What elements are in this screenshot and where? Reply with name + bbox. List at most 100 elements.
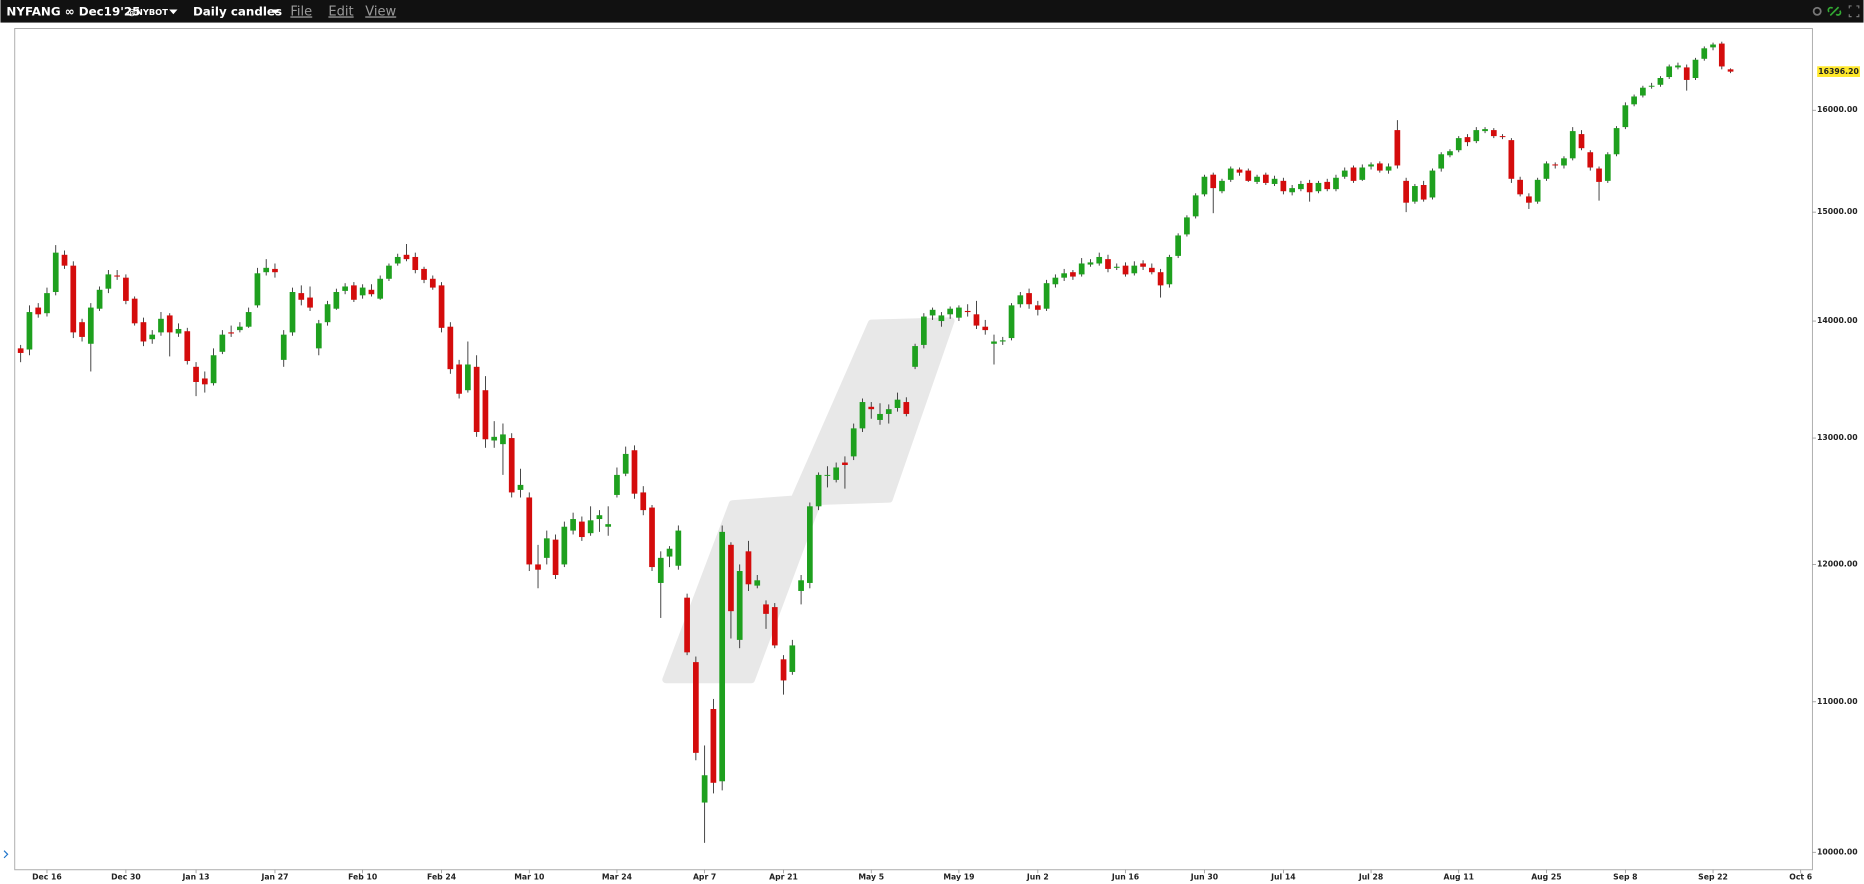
candle-body — [1341, 170, 1348, 177]
scroll-arrow[interactable] — [3, 850, 9, 859]
candle-body — [1122, 265, 1129, 275]
candle-body — [1087, 262, 1094, 265]
x-tick-label: Mar 24 — [602, 872, 633, 881]
candle-body — [579, 521, 585, 538]
candle-body — [675, 530, 682, 566]
candle-body — [1543, 163, 1550, 179]
candle-body — [1298, 183, 1304, 190]
candle-body — [1499, 136, 1506, 138]
candle-body — [1464, 137, 1471, 143]
menu-view[interactable]: View — [365, 4, 396, 19]
candle-body — [1438, 154, 1445, 169]
candle-body — [999, 340, 1006, 342]
candle-body — [263, 267, 270, 273]
candle-body — [1718, 43, 1725, 67]
candle-body — [158, 318, 164, 333]
candle-body — [894, 399, 901, 408]
candle-body — [315, 323, 322, 349]
candle-body — [1526, 196, 1532, 203]
candle-body — [1403, 180, 1409, 203]
candle-body — [912, 346, 918, 367]
candle-body — [307, 297, 313, 308]
candle-body — [850, 428, 857, 457]
candle-body — [26, 312, 33, 350]
x-tick-label: Dec 16 — [32, 872, 62, 881]
x-tick-label: Jul 28 — [1358, 872, 1383, 881]
candle-body — [52, 252, 59, 293]
candle-body — [386, 265, 392, 279]
dropdown-arrow[interactable] — [169, 9, 178, 15]
candle-body — [1008, 305, 1015, 339]
x-tick-label: Dec 30 — [111, 872, 141, 881]
candle-body — [184, 331, 191, 362]
candle-body — [745, 551, 752, 585]
candle-body — [324, 304, 331, 323]
candle-body — [1096, 256, 1103, 264]
candle-body — [333, 292, 340, 309]
candle-body — [614, 474, 620, 495]
candle-body — [351, 285, 357, 300]
candle-body — [824, 474, 831, 476]
last-price-box — [1817, 66, 1860, 77]
menu-edit[interactable]: Edit — [328, 4, 353, 19]
candle-body — [1166, 256, 1173, 285]
candle-body — [859, 402, 866, 429]
link-icon[interactable] — [1827, 6, 1842, 17]
menu-file[interactable]: File — [290, 4, 312, 19]
candle-body — [1245, 170, 1252, 181]
fullscreen-icon[interactable] — [1848, 5, 1860, 18]
candle-body — [394, 256, 401, 264]
x-tick-label: Jun 30 — [1190, 872, 1218, 881]
candle-body — [500, 434, 506, 445]
candle-body — [1350, 167, 1357, 181]
candle-body — [438, 285, 445, 328]
candle-body — [210, 355, 217, 384]
candle-body — [596, 515, 603, 520]
candle-body — [412, 256, 419, 271]
candle-body — [245, 312, 252, 327]
candle-body — [1473, 130, 1480, 142]
candle-body — [447, 326, 454, 370]
candle-body — [1359, 167, 1366, 180]
candle-body — [1412, 186, 1418, 202]
x-tick-label: Feb 10 — [348, 872, 377, 881]
candle-body — [377, 278, 384, 299]
candle-body — [1368, 164, 1374, 167]
candle-body — [1140, 263, 1146, 267]
candle-body — [640, 492, 647, 511]
candle-body — [87, 307, 94, 344]
dropdown-arrow[interactable] — [271, 9, 280, 15]
candle-body — [1552, 164, 1559, 166]
candle-body — [1692, 59, 1699, 79]
x-tick-label: Sep 22 — [1698, 872, 1728, 881]
y-tick-label: 11000.00 — [1817, 697, 1858, 706]
candle-body — [1034, 305, 1041, 310]
candle-body — [1490, 130, 1497, 137]
candle-body — [1236, 169, 1243, 173]
candle-body — [1447, 151, 1453, 156]
toolbar — [0, 0, 1864, 23]
candle-body — [684, 597, 690, 653]
candle-body — [1385, 166, 1392, 171]
symbol[interactable]: NYFANG ∞ Dec19'25 — [6, 4, 140, 18]
settings-icon[interactable] — [1812, 6, 1822, 16]
candle-body — [807, 506, 813, 583]
candle-body — [710, 708, 717, 783]
candle-body — [1315, 182, 1322, 192]
candle-body — [938, 315, 945, 322]
candle-body — [254, 273, 261, 306]
candle-body — [920, 316, 927, 345]
interval[interactable]: Daily candles — [193, 4, 282, 18]
candle-body — [1210, 174, 1217, 189]
candle-body — [421, 268, 427, 280]
candle-body — [1306, 182, 1313, 193]
candle-body — [1710, 44, 1716, 48]
candle-body — [885, 409, 892, 414]
candle-body — [289, 292, 296, 333]
exchange[interactable]: @NYBOT — [128, 7, 169, 17]
candle-body — [368, 289, 375, 295]
candle-body — [798, 580, 804, 591]
candle-body — [982, 326, 989, 331]
candle-body — [465, 364, 471, 391]
y-tick-label: 10000.00 — [1817, 847, 1858, 856]
